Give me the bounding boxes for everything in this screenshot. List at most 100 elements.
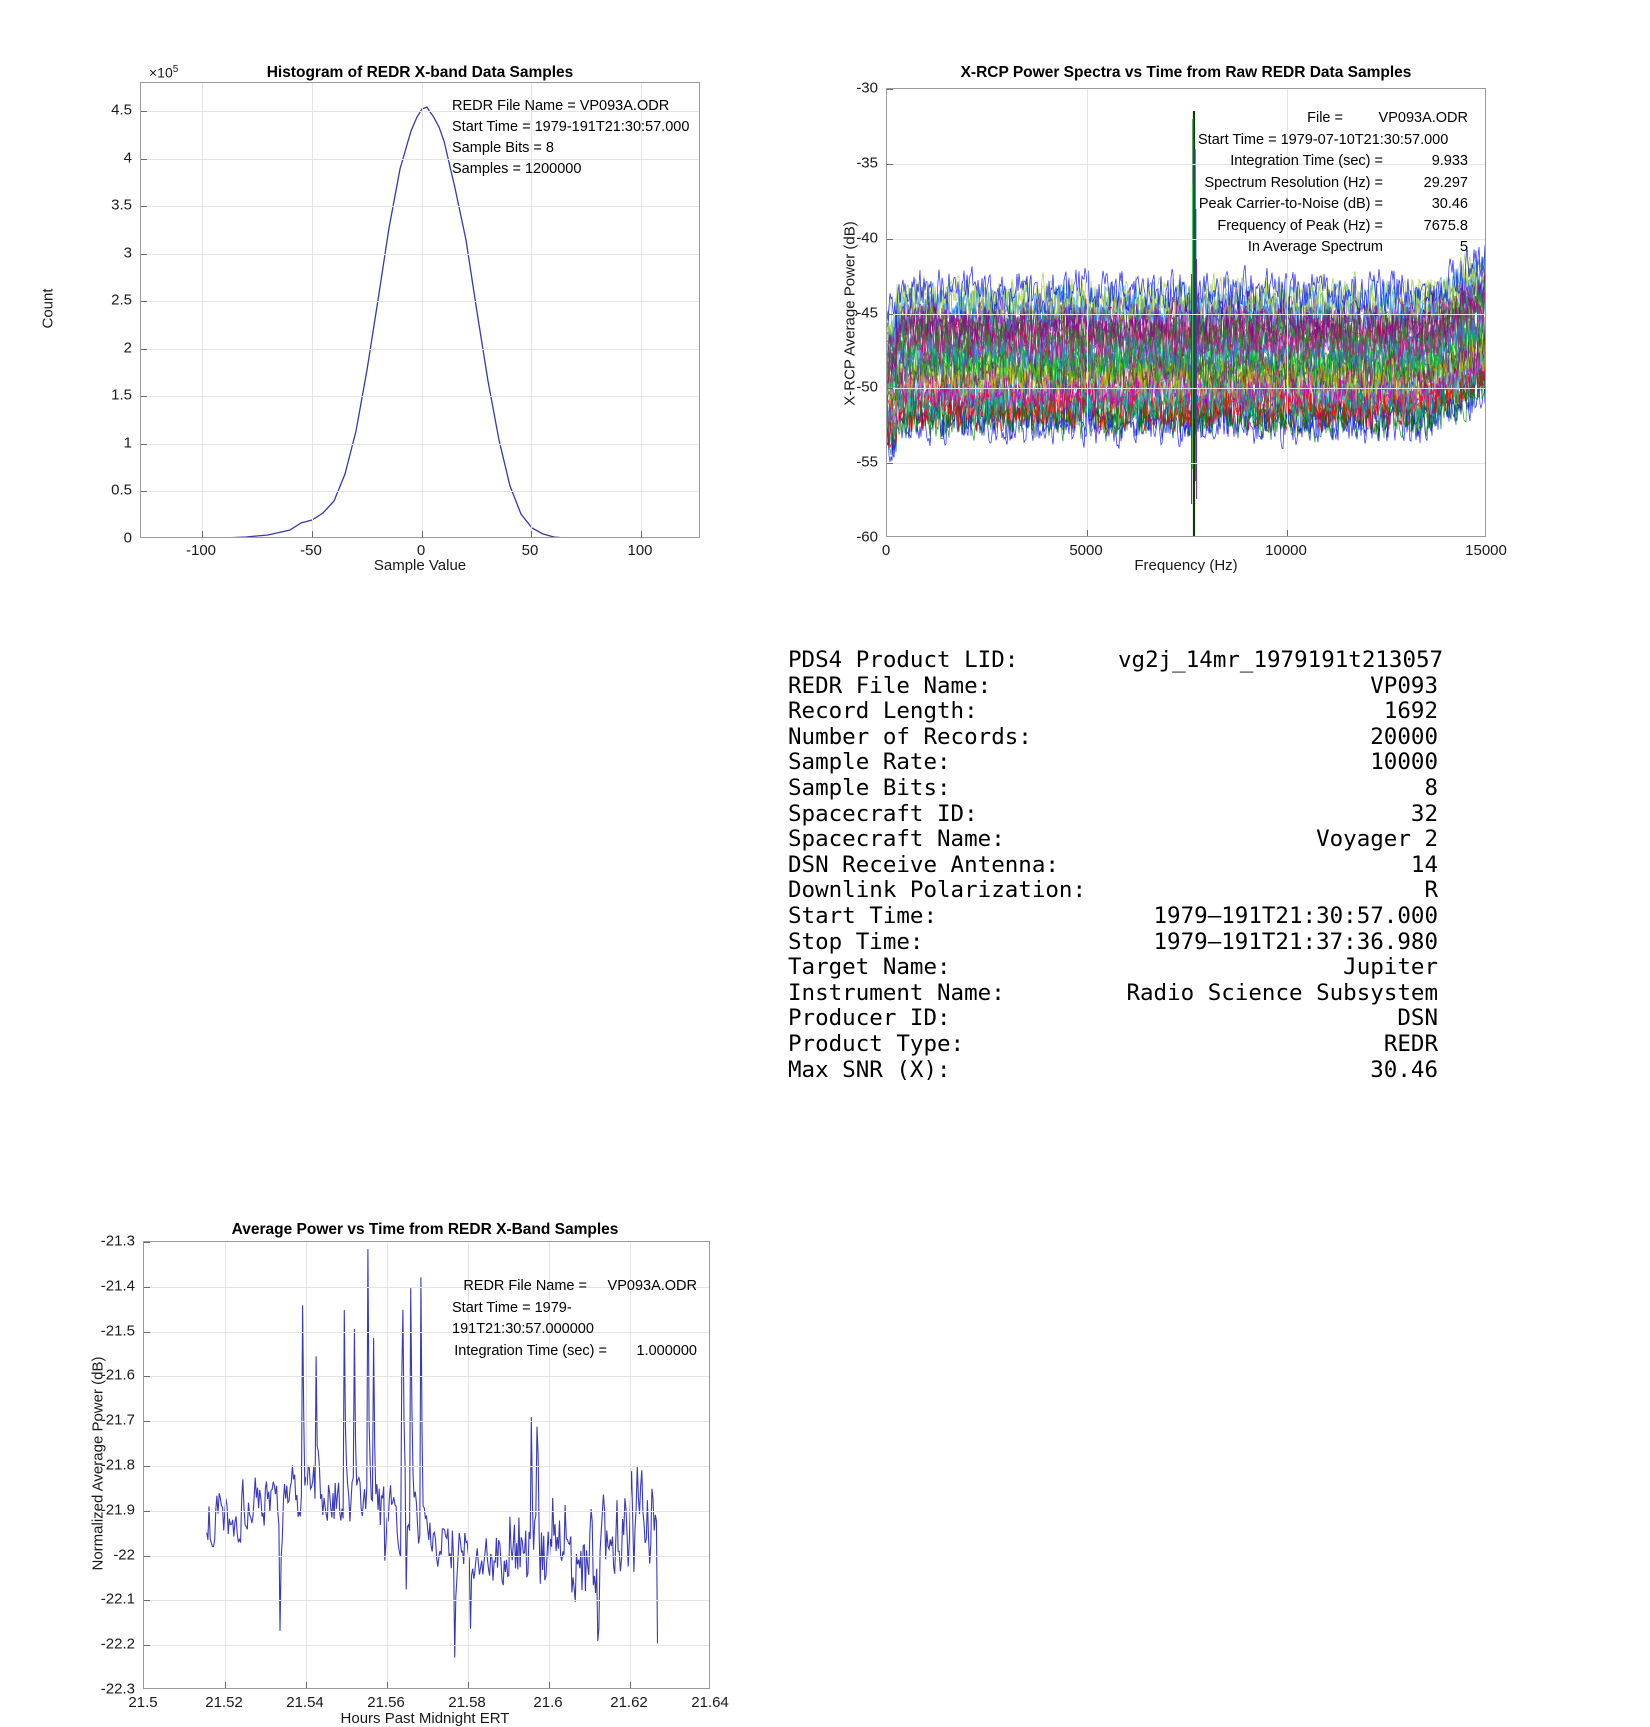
avgpower-ytick-label: -21.6	[100, 1366, 135, 1384]
histogram-ytick-label: 2.5	[111, 291, 132, 309]
tick	[887, 388, 893, 389]
tick	[144, 1421, 150, 1422]
gridline	[144, 1556, 709, 1557]
gridline	[141, 206, 699, 207]
spectra-annotation-value: 9.933	[1431, 153, 1468, 169]
avgpower-xtick-label: 21.64	[691, 1694, 729, 1711]
histogram-x-axis-title: Sample Value	[373, 557, 467, 574]
gridline	[141, 396, 699, 397]
avgpower-annotation-key: Integration Time (sec) =	[454, 1342, 607, 1359]
metadata-value: 1692	[1383, 698, 1438, 725]
tick	[144, 1556, 150, 1557]
spectra-annotation-key: Peak Carrier-to-Noise (dB) =	[1198, 196, 1383, 212]
metadata-table: PDS4 Product LID: vg2j_14mr_1979191t21305…	[788, 647, 1443, 1084]
avgpower-ytick-label: -22	[113, 1546, 135, 1564]
tick	[531, 531, 532, 537]
gridline	[887, 164, 1485, 165]
metadata-label: Downlink Polarization:	[788, 877, 1087, 904]
metadata-row: Record Length: 1692	[788, 699, 1438, 725]
spectra-annotation-key: Start Time = 1979-07-10T21:30:57.000	[1198, 131, 1449, 148]
histogram-plot-area	[140, 82, 700, 538]
spectra-series	[887, 306, 1485, 401]
avgpower-annotation-row: REDR File Name = VP093A.ODR	[452, 1276, 697, 1298]
spectra-annotation-key: Spectrum Resolution (Hz) =	[1204, 174, 1384, 191]
histogram-panel: Histogram of REDR X-band Data Samples ×1…	[0, 0, 760, 600]
histogram-ytick-label: 3.5	[111, 196, 132, 214]
metadata-row: REDR File Name: VP093	[788, 673, 1438, 700]
avgpower-annotation-value: 1.000000	[636, 1342, 697, 1359]
gridline	[141, 111, 699, 112]
gridline	[312, 83, 313, 537]
avgpower-x-axis-title: Hours Past Midnight ERT	[340, 1710, 510, 1727]
tick	[630, 1682, 631, 1688]
metadata-value: DSN	[1397, 1005, 1438, 1032]
spectra-x-axis-title: Frequency (Hz)	[1134, 557, 1238, 574]
spectra-ytick-label: -30	[856, 79, 878, 97]
tick	[144, 1376, 150, 1377]
spectra-annotation-row: Integration Time (sec) = 9.933	[1198, 151, 1468, 173]
histogram-ytick-label: 4.5	[111, 101, 132, 119]
histogram-ytick-label: 0.5	[111, 481, 132, 499]
tick	[887, 463, 893, 464]
spectra-annotation-row: File = VP093A.ODR	[1198, 108, 1468, 130]
gridline	[141, 444, 699, 445]
metadata-value: 30.46	[1370, 1056, 1438, 1083]
metadata-value: Voyager 2	[1316, 826, 1438, 853]
metadata-label: Product Type:	[788, 1030, 965, 1057]
gridline	[141, 254, 699, 255]
avgpower-ytick-label: -21.4	[100, 1277, 135, 1295]
histogram-xtick-label: -50	[300, 542, 322, 559]
avgpower-xtick-label: 21.58	[448, 1694, 486, 1711]
gridline	[144, 1376, 709, 1377]
gridline	[887, 239, 1485, 240]
metadata-label: DSN Receive Antenna:	[788, 851, 1059, 878]
avgpower-annotation: REDR File Name = VP093A.ODR Start Time =…	[452, 1276, 697, 1362]
tick	[1087, 530, 1088, 536]
spectra-annotation-row: Start Time = 1979-07-10T21:30:57.000	[1198, 130, 1468, 152]
spectra-series	[887, 274, 1485, 374]
histogram-ytick-label: 4	[123, 149, 132, 167]
spectra-xtick-label: 0	[881, 542, 891, 559]
gridline	[1287, 89, 1288, 536]
avgpower-ytick-label: -21.3	[100, 1232, 135, 1250]
spectra-annotation-row: In Average Spectrum 5	[1198, 237, 1468, 259]
metadata-value: REDR	[1383, 1030, 1438, 1057]
tick	[887, 164, 893, 165]
spectra-annotation-row: Spectrum Resolution (Hz) = 29.297	[1198, 173, 1469, 195]
avgpower-xtick-label: 21.54	[286, 1694, 324, 1711]
metadata-row: Downlink Polarization: R	[788, 878, 1438, 904]
metadata-label: Instrument Name:	[788, 979, 1005, 1006]
spectra-plot-area	[886, 88, 1486, 537]
gridline	[141, 349, 699, 350]
gridline	[887, 463, 1485, 464]
tick	[141, 301, 147, 302]
avgpower-annotation-value: VP093A.ODR	[607, 1278, 697, 1294]
avgpower-xtick-label: 21.5	[128, 1694, 158, 1711]
histogram-ytick-label: 0	[123, 529, 132, 547]
tick	[144, 1511, 150, 1512]
spectra-annotation-value: 7675.8	[1423, 217, 1468, 234]
gridline	[144, 1421, 709, 1422]
tick	[144, 1332, 150, 1333]
metadata-row: Start Time: 1979–191T21:30:57.000	[788, 903, 1438, 930]
spectra-title: X-RCP Power Spectra vs Time from Raw RED…	[960, 64, 1412, 81]
avgpower-xtick-label: 21.56	[367, 1694, 405, 1711]
metadata-value: 10000	[1370, 749, 1438, 776]
avgpower-ytick-label: -21.9	[100, 1501, 135, 1519]
spectra-ytick-label: -40	[856, 229, 878, 247]
spectra-annotation-key: In Average Spectrum	[1247, 239, 1383, 255]
average-power-panel: Average Power vs Time from REDR X-Band S…	[0, 600, 760, 1727]
gridline	[422, 83, 423, 537]
histogram-annotation-line: REDR File Name = VP093A.ODR	[452, 98, 670, 114]
tick	[144, 1645, 150, 1646]
gridline	[225, 1242, 226, 1688]
histogram-xtick-label: 100	[627, 542, 653, 559]
metadata-row: Max SNR (X): 30.46	[788, 1056, 1438, 1084]
gridline	[202, 83, 203, 537]
tick	[422, 531, 423, 537]
histogram-ytick-label: 2	[123, 339, 132, 357]
avgpower-ytick-label: -22.2	[100, 1635, 135, 1653]
metadata-row: Number of Records: 20000	[788, 724, 1438, 751]
histogram-annotation: REDR File Name = VP093A.ODR Start Time =…	[452, 96, 689, 180]
gridline	[144, 1600, 709, 1601]
